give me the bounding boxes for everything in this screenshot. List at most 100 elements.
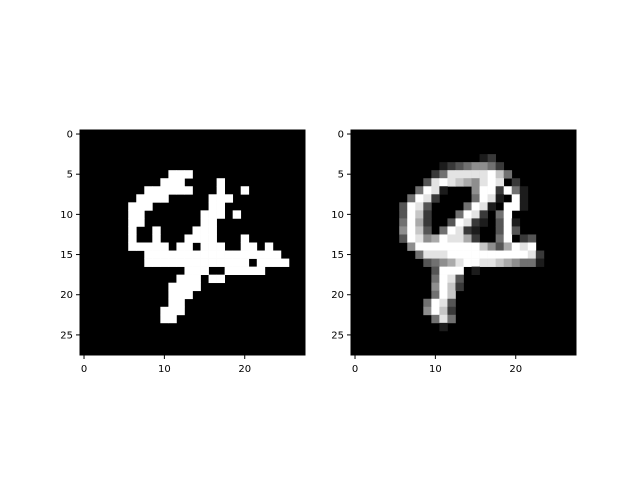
right-pixel <box>415 250 424 259</box>
right-pixel <box>487 178 496 187</box>
right-pixel <box>447 162 456 171</box>
left-pixel <box>144 250 153 259</box>
right-pixel <box>503 234 513 243</box>
right-pixel <box>471 234 480 243</box>
left-pixel <box>168 170 177 179</box>
right-pixel <box>431 274 440 284</box>
right-pixel <box>495 170 505 179</box>
left-pixel <box>128 242 137 251</box>
right-pixel <box>479 202 488 211</box>
right-pixel <box>415 186 424 195</box>
right-pixel <box>431 282 440 292</box>
right-pixel <box>471 162 480 171</box>
right-pixel <box>423 250 432 259</box>
right-pixel <box>399 234 408 243</box>
right-pixel <box>423 234 432 243</box>
right-pixel <box>519 186 529 195</box>
left-pixel <box>144 258 153 267</box>
left-y-tick-label: 10 <box>60 210 73 221</box>
left-pixel <box>208 194 217 203</box>
left-pixel <box>192 226 201 235</box>
right-pixel <box>503 258 513 267</box>
right-pixel <box>487 186 496 195</box>
left-pixel <box>160 178 169 187</box>
right-pixel-grid <box>351 130 576 355</box>
left-pixel <box>224 194 234 203</box>
right-pixel <box>439 266 448 275</box>
left-pixel <box>128 210 137 219</box>
left-pixel <box>240 266 250 275</box>
right-pixel <box>503 242 513 251</box>
right-pixel <box>439 258 448 267</box>
right-y-tick-label: 15 <box>331 250 344 261</box>
right-pixel <box>423 226 432 235</box>
right-pixel <box>519 202 529 211</box>
left-pixel <box>128 226 137 235</box>
right-pixel <box>399 218 408 227</box>
right-pixel <box>511 242 521 251</box>
right-pixel <box>455 266 464 275</box>
left-pixel <box>216 242 225 251</box>
right-pixel <box>415 234 424 243</box>
right-pixel <box>519 242 529 251</box>
left-pixel <box>184 186 193 195</box>
left-pixel <box>208 258 217 267</box>
right-pixel <box>511 178 521 187</box>
right-pixel <box>511 258 521 267</box>
left-pixel <box>160 186 169 195</box>
right-pixel <box>399 210 408 219</box>
right-pixel <box>479 210 488 219</box>
right-pixel <box>463 250 472 259</box>
right-pixel <box>487 170 496 179</box>
right-pixel <box>495 210 505 219</box>
left-pixel <box>264 242 274 251</box>
left-pixel <box>184 258 193 267</box>
right-pixel <box>423 242 432 251</box>
right-pixel <box>455 274 464 284</box>
right-pixel <box>447 226 456 235</box>
right-pixel <box>519 194 529 203</box>
right-pixel <box>503 250 513 259</box>
right-pixel <box>431 178 440 187</box>
right-pixel <box>407 194 416 203</box>
right-pixel <box>535 250 545 259</box>
left-pixel <box>272 258 282 267</box>
left-pixel <box>168 178 177 187</box>
left-axes-frame <box>79 129 306 356</box>
left-pixel <box>192 234 201 243</box>
right-pixel <box>407 226 416 235</box>
right-pixel <box>527 258 537 267</box>
left-pixel <box>192 258 201 267</box>
right-pixel <box>447 178 456 187</box>
right-pixel <box>431 250 440 259</box>
left-pixel <box>200 266 209 275</box>
right-pixel <box>455 250 464 259</box>
right-pixel <box>535 258 545 267</box>
right-pixel <box>431 186 440 195</box>
left-y-axis: 0 5 10 15 20 25 <box>60 130 80 341</box>
right-pixel <box>423 298 432 308</box>
right-pixel <box>463 226 472 235</box>
right-pixel <box>495 178 505 187</box>
right-pixel <box>399 202 408 211</box>
right-pixel <box>455 226 464 235</box>
right-pixel <box>447 282 456 292</box>
left-pixel <box>152 226 161 235</box>
left-pixel <box>192 266 201 275</box>
right-pixel <box>431 314 440 324</box>
right-pixel <box>527 250 537 259</box>
right-pixel <box>439 322 448 332</box>
right-pixel <box>471 218 480 227</box>
right-pixel <box>479 194 488 203</box>
right-pixel <box>471 258 480 267</box>
left-pixel <box>256 258 266 267</box>
left-pixel <box>136 242 145 251</box>
right-pixel <box>503 210 513 219</box>
right-pixel <box>407 210 416 219</box>
left-pixel <box>168 306 177 316</box>
left-pixel <box>184 290 193 300</box>
left-pixel <box>216 210 225 219</box>
left-x-tick-label: 0 <box>81 364 87 375</box>
right-pixel <box>511 186 521 195</box>
left-pixel <box>264 258 274 267</box>
